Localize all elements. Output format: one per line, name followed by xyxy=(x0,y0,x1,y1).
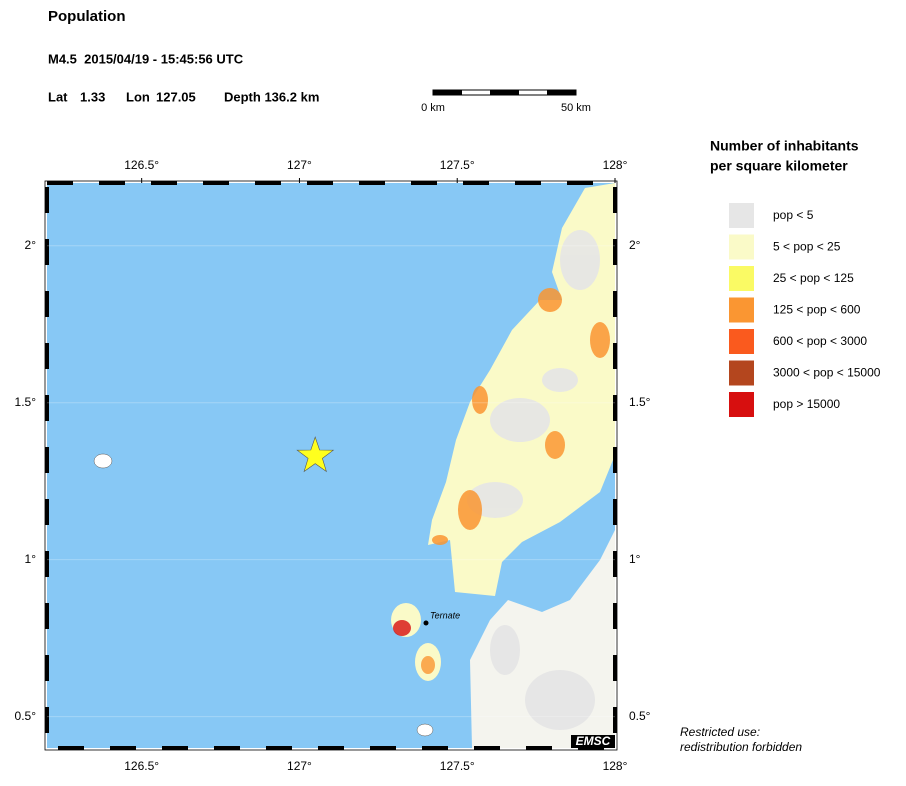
legend-swatch xyxy=(729,392,754,417)
lon-label: Lon xyxy=(126,89,150,104)
lon-tick-label: 126.5° xyxy=(124,759,159,773)
legend-title: Number of inhabitants xyxy=(710,138,859,154)
lon-value: 127.05 xyxy=(156,89,196,104)
legend-label: 3000 < pop < 15000 xyxy=(773,366,881,380)
legend-swatch xyxy=(729,360,754,386)
legend-title: per square kilometer xyxy=(710,158,848,174)
lon-tick-label: 126.5° xyxy=(124,158,159,172)
epicenter xyxy=(296,436,335,473)
legend-swatch xyxy=(729,203,754,228)
lon-tick-label: 128° xyxy=(603,158,628,172)
lon-tick-label: 128° xyxy=(603,759,628,773)
place-label: Ternate xyxy=(430,610,460,620)
event: M4.5 2015/04/19 - 15:45:56 UTC xyxy=(48,51,244,66)
lat-label: Lat xyxy=(48,89,68,104)
lat-tick-label: 1.5° xyxy=(629,395,651,409)
legend-swatch xyxy=(729,329,754,354)
lat-tick-label: 0.5° xyxy=(15,709,37,723)
map xyxy=(44,180,618,751)
lon-tick-label: 127.5° xyxy=(440,759,475,773)
lat-value: 1.33 xyxy=(80,89,105,104)
lat-tick-label: 1.5° xyxy=(15,395,37,409)
legend-swatch xyxy=(729,297,754,323)
legend-label: pop < 5 xyxy=(773,208,814,222)
lon-tick-label: 127° xyxy=(287,158,312,172)
legend-label: 25 < pop < 125 xyxy=(773,271,854,285)
lon-tick-label: 127.5° xyxy=(440,158,475,172)
lat-tick-label: 2° xyxy=(629,238,641,252)
scale-bar xyxy=(432,89,577,96)
legend-label: 600 < pop < 3000 xyxy=(773,334,867,348)
scale-end: 50 km xyxy=(561,102,591,114)
legend-label: 5 < pop < 25 xyxy=(773,240,841,254)
legend-label: pop > 15000 xyxy=(773,397,840,411)
title: Population xyxy=(48,8,126,25)
legend-label: 125 < pop < 600 xyxy=(773,303,861,317)
lat-tick-label: 0.5° xyxy=(629,709,651,723)
footer: Restricted use: xyxy=(680,725,760,739)
scale-start: 0 km xyxy=(421,102,445,114)
legend-swatch xyxy=(729,234,754,260)
lat-tick-label: 1° xyxy=(25,552,37,566)
lat-tick-label: 2° xyxy=(25,238,37,252)
footer: redistribution forbidden xyxy=(680,740,802,754)
lat-tick-label: 1° xyxy=(629,552,641,566)
credit: EMSC xyxy=(576,734,611,748)
lon-tick-label: 127° xyxy=(287,759,312,773)
legend-swatch xyxy=(729,266,754,291)
depth: Depth 136.2 km xyxy=(224,89,319,104)
